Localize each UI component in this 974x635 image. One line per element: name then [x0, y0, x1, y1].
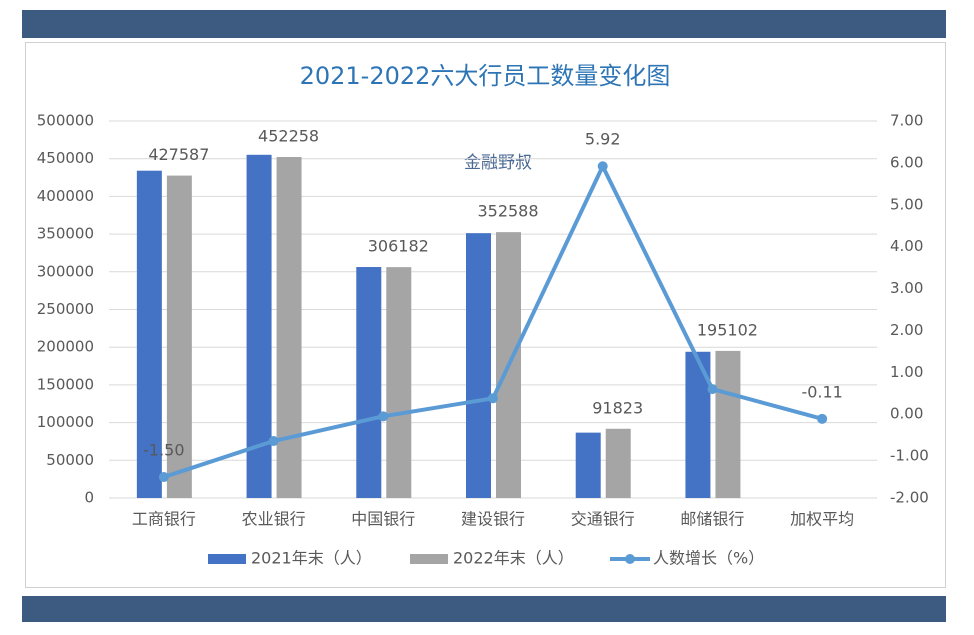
y2-tick-label: 0.00 [890, 405, 923, 423]
legend-swatch [410, 554, 448, 564]
bar [356, 267, 382, 498]
legend-swatch [625, 554, 635, 564]
line-marker [158, 472, 169, 483]
y2-tick-label: 7.00 [890, 112, 923, 130]
data-label: 452258 [258, 126, 319, 145]
y-tick-label: 0 [84, 489, 94, 507]
y-tick-label: 500000 [37, 112, 94, 130]
data-label: 306182 [368, 237, 429, 256]
bar [166, 175, 192, 498]
data-label: 195102 [697, 320, 758, 339]
line-marker [488, 393, 498, 404]
y-tick-label: 200000 [37, 338, 94, 356]
bar [246, 154, 272, 498]
y-tick-label: 150000 [37, 375, 94, 393]
bar [605, 428, 631, 498]
legend-label: 人数增长（%） [653, 549, 764, 568]
data-label: -1.50 [143, 441, 184, 460]
chart-title: 2021-2022六大行员工数量变化图 [300, 62, 671, 90]
y-tick-label: 300000 [37, 262, 94, 280]
bar [466, 233, 491, 498]
line-marker [817, 413, 828, 424]
y2-tick-label: 3.00 [890, 279, 923, 297]
x-tick-label: 交通银行 [571, 510, 635, 529]
data-label: 352588 [477, 202, 538, 221]
x-tick-label: 加权平均 [790, 510, 854, 529]
line-marker [268, 436, 279, 447]
bar [136, 170, 162, 498]
bar [575, 432, 601, 498]
legend-label: 2022年末（人） [453, 549, 574, 568]
y-tick-label: 400000 [37, 187, 94, 205]
y-tick-label: 350000 [37, 225, 94, 243]
y-tick-label: 50000 [46, 451, 94, 469]
x-tick-label: 邮储银行 [680, 510, 744, 529]
data-label: 5.92 [585, 130, 621, 149]
line-marker [707, 384, 718, 395]
y-tick-label: 100000 [37, 413, 94, 431]
data-label: -0.11 [801, 382, 842, 401]
data-label: 91823 [592, 398, 643, 417]
bar [386, 267, 412, 498]
data-label: 427587 [148, 145, 209, 164]
legend-label: 2021年末（人） [251, 549, 372, 568]
line-marker [378, 411, 389, 422]
x-tick-label: 中国银行 [351, 510, 415, 529]
y-tick-label: 450000 [37, 149, 94, 167]
y2-tick-label: 2.00 [890, 321, 923, 339]
top-band [22, 10, 946, 38]
x-tick-label: 工商银行 [132, 510, 196, 529]
y2-tick-label: 1.00 [890, 363, 923, 381]
y2-tick-label: -2.00 [890, 489, 929, 507]
y2-tick-label: 5.00 [890, 195, 923, 213]
line-marker [597, 161, 608, 172]
bar [276, 156, 302, 498]
y2-tick-label: -1.00 [890, 447, 929, 465]
legend-swatch [208, 554, 246, 564]
watermark: 金融野叔 [464, 153, 532, 173]
y2-tick-label: 6.00 [890, 153, 923, 171]
y-tick-label: 250000 [37, 300, 94, 318]
x-tick-label: 农业银行 [242, 510, 306, 529]
y2-tick-label: 4.00 [890, 237, 923, 255]
bottom-band [22, 596, 946, 622]
bar [715, 350, 741, 498]
x-tick-label: 建设银行 [461, 510, 525, 529]
